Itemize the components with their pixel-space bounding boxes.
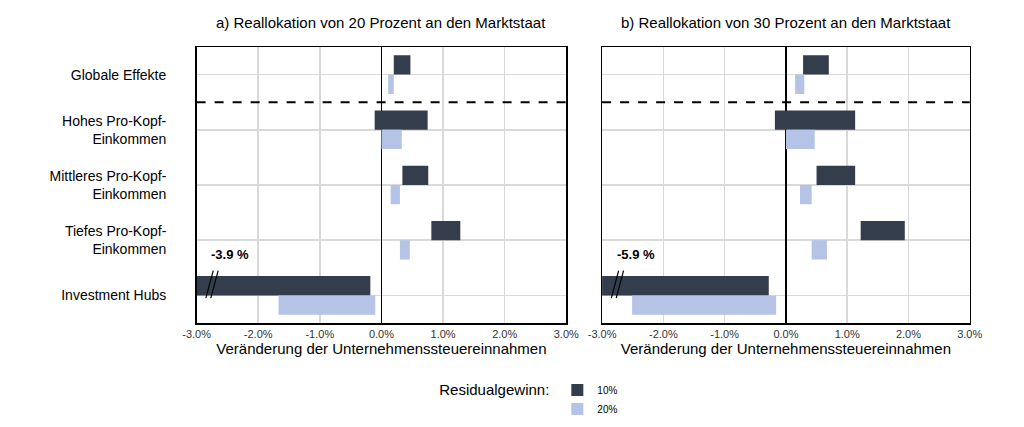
svg-text:Veränderung der Unternehmensst: Veränderung der Unternehmenssteuereinnah…	[621, 340, 951, 357]
svg-text:Globale Effekte: Globale Effekte	[71, 67, 167, 83]
svg-text:Residualgewinn:: Residualgewinn:	[439, 381, 549, 398]
svg-text:3.0%: 3.0%	[554, 328, 579, 340]
svg-text:b) Reallokation von 30 Prozent: b) Reallokation von 30 Prozent an den Ma…	[621, 14, 951, 31]
svg-text:3.0%: 3.0%	[957, 328, 982, 340]
svg-text:a) Reallokation von 20 Prozent: a) Reallokation von 20 Prozent an den Ma…	[216, 14, 546, 31]
svg-text:Veränderung der Unternehmensst: Veränderung der Unternehmenssteuereinnah…	[216, 340, 546, 357]
svg-text:-2.0%: -2.0%	[649, 328, 678, 340]
svg-text:1.0%: 1.0%	[835, 328, 860, 340]
svg-text:-3.9 %: -3.9 %	[211, 247, 249, 262]
svg-text:0.0%: 0.0%	[773, 328, 798, 340]
svg-text:Investment Hubs: Investment Hubs	[61, 287, 166, 303]
svg-text:0.0%: 0.0%	[369, 328, 394, 340]
svg-text:Tiefes Pro-Kopf-Einkommen: Tiefes Pro-Kopf-Einkommen	[65, 223, 167, 257]
svg-text:-3.0%: -3.0%	[182, 328, 211, 340]
svg-text:-1.0%: -1.0%	[710, 328, 739, 340]
svg-text:1.0%: 1.0%	[431, 328, 456, 340]
svg-text:-2.0%: -2.0%	[244, 328, 273, 340]
svg-text:-3.0%: -3.0%	[588, 328, 617, 340]
svg-text:20%: 20%	[597, 404, 617, 415]
svg-text:-5.9 %: -5.9 %	[617, 247, 655, 262]
svg-text:Mittleres Pro-Kopf-Einkommen: Mittleres Pro-Kopf-Einkommen	[50, 168, 167, 202]
svg-text:Hohes Pro-Kopf-Einkommen: Hohes Pro-Kopf-Einkommen	[62, 113, 167, 147]
svg-text:10%: 10%	[597, 385, 617, 396]
svg-text:2.0%: 2.0%	[492, 328, 517, 340]
svg-text:-1.0%: -1.0%	[305, 328, 334, 340]
svg-text:2.0%: 2.0%	[896, 328, 921, 340]
